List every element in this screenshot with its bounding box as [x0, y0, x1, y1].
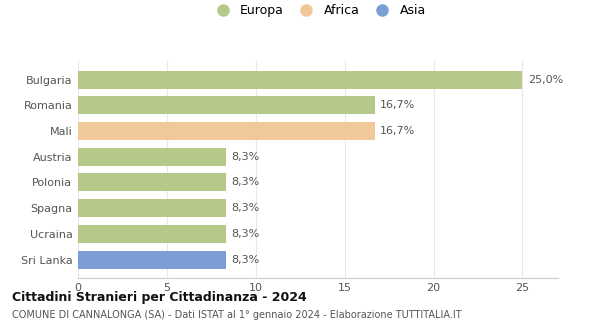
Text: Cittadini Stranieri per Cittadinanza - 2024: Cittadini Stranieri per Cittadinanza - 2… — [12, 291, 307, 304]
Text: 8,3%: 8,3% — [231, 254, 259, 265]
Bar — [78, 96, 375, 114]
Text: 16,7%: 16,7% — [380, 100, 415, 110]
Bar — [78, 173, 226, 191]
Text: 25,0%: 25,0% — [528, 75, 563, 85]
Bar — [78, 251, 226, 268]
Text: 8,3%: 8,3% — [231, 229, 259, 239]
Bar — [78, 122, 375, 140]
Legend: Europa, Africa, Asia: Europa, Africa, Asia — [208, 2, 428, 20]
Bar — [78, 148, 226, 166]
Bar — [78, 71, 523, 89]
Bar — [78, 225, 226, 243]
Text: 8,3%: 8,3% — [231, 203, 259, 213]
Text: 16,7%: 16,7% — [380, 126, 415, 136]
Text: 8,3%: 8,3% — [231, 178, 259, 188]
Bar — [78, 199, 226, 217]
Text: COMUNE DI CANNALONGA (SA) - Dati ISTAT al 1° gennaio 2024 - Elaborazione TUTTITA: COMUNE DI CANNALONGA (SA) - Dati ISTAT a… — [12, 310, 461, 320]
Text: 8,3%: 8,3% — [231, 152, 259, 162]
